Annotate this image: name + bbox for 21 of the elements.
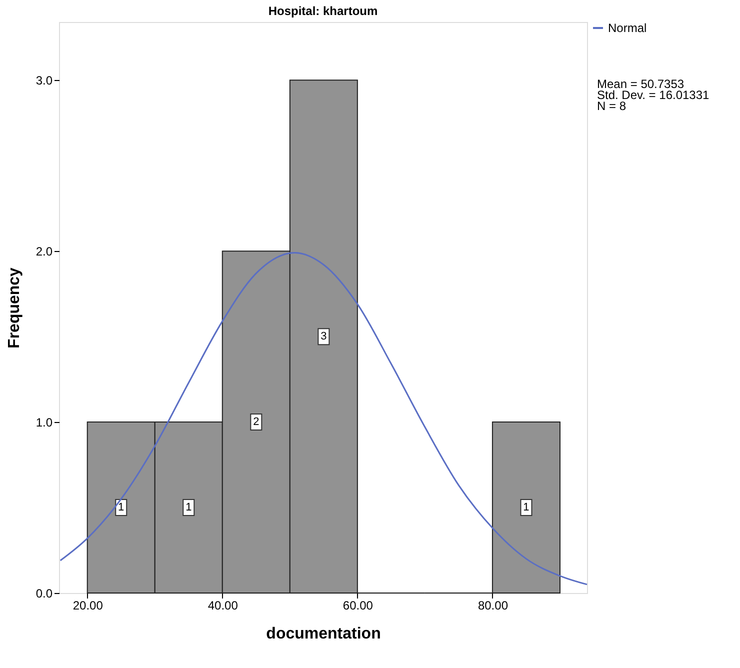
chart-title: Hospital: khartoum: [268, 4, 378, 18]
x-axis-title: documentation: [266, 626, 381, 642]
data-label: 1: [118, 502, 124, 514]
x-tick-label: 20.00: [72, 598, 104, 612]
y-tick-label: 2.0: [36, 244, 53, 259]
line-series: [60, 252, 588, 586]
x-tick-label: 60.00: [342, 598, 374, 612]
legend-label: Normal: [608, 21, 647, 35]
data-label: 1: [186, 502, 192, 514]
text: Std. Dev. = 16.01331: [597, 88, 710, 102]
data-label: 1: [523, 502, 530, 514]
y-axis-title: Frequency: [6, 267, 23, 348]
y-tick-label: 3.0: [36, 74, 53, 88]
y-tick-label: 1.0: [36, 416, 53, 430]
x-tick-label: 80.00: [478, 598, 508, 612]
x-tick-label: 40.00: [208, 598, 238, 612]
y-tick-label: 0.0: [36, 586, 53, 600]
text: Mean = 50.7353: [597, 77, 684, 91]
data-label: 3: [320, 330, 327, 343]
data-label: 2: [253, 416, 260, 428]
text: N = 8: [597, 99, 626, 113]
